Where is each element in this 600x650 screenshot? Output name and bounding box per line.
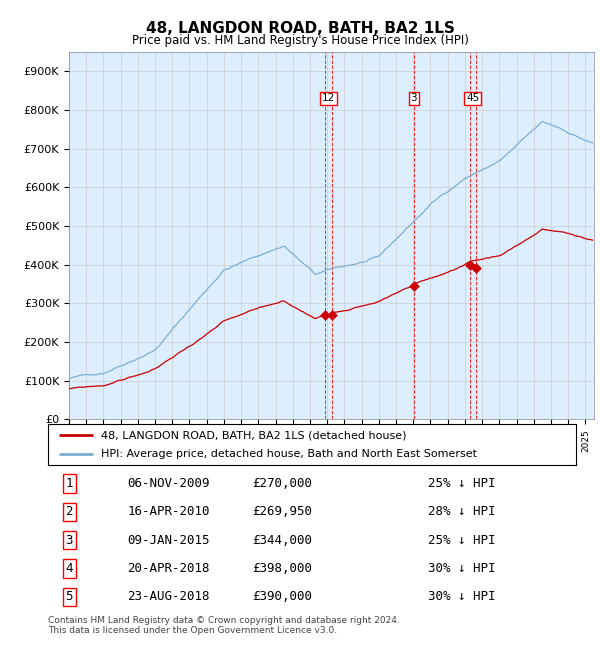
- Point: [471, 263, 481, 274]
- Text: £344,000: £344,000: [252, 534, 312, 547]
- Text: 25% ↓ HPI: 25% ↓ HPI: [428, 477, 496, 490]
- Text: 3: 3: [410, 94, 417, 103]
- Point: [328, 309, 337, 320]
- Text: £398,000: £398,000: [252, 562, 312, 575]
- Text: £390,000: £390,000: [252, 590, 312, 603]
- Text: Price paid vs. HM Land Registry's House Price Index (HPI): Price paid vs. HM Land Registry's House …: [131, 34, 469, 47]
- Text: 25% ↓ HPI: 25% ↓ HPI: [428, 534, 496, 547]
- Point: [409, 281, 419, 291]
- Point: [320, 309, 329, 320]
- Text: £269,950: £269,950: [252, 505, 312, 518]
- Text: 5: 5: [65, 590, 73, 603]
- Point: [465, 260, 475, 270]
- Text: 4: 4: [65, 562, 73, 575]
- Text: 09-JAN-2015: 09-JAN-2015: [127, 534, 210, 547]
- Text: 16-APR-2010: 16-APR-2010: [127, 505, 210, 518]
- Text: Contains HM Land Registry data © Crown copyright and database right 2024.
This d: Contains HM Land Registry data © Crown c…: [48, 616, 400, 635]
- Text: 23-AUG-2018: 23-AUG-2018: [127, 590, 210, 603]
- Text: 2: 2: [65, 505, 73, 518]
- Text: 45: 45: [466, 94, 479, 103]
- Text: 12: 12: [322, 94, 335, 103]
- Text: 48, LANGDON ROAD, BATH, BA2 1LS: 48, LANGDON ROAD, BATH, BA2 1LS: [146, 21, 454, 36]
- Text: 06-NOV-2009: 06-NOV-2009: [127, 477, 210, 490]
- Text: 20-APR-2018: 20-APR-2018: [127, 562, 210, 575]
- Text: 30% ↓ HPI: 30% ↓ HPI: [428, 562, 496, 575]
- Text: £270,000: £270,000: [252, 477, 312, 490]
- Text: 3: 3: [65, 534, 73, 547]
- Text: 48, LANGDON ROAD, BATH, BA2 1LS (detached house): 48, LANGDON ROAD, BATH, BA2 1LS (detache…: [101, 430, 406, 440]
- Text: 30% ↓ HPI: 30% ↓ HPI: [428, 590, 496, 603]
- Text: HPI: Average price, detached house, Bath and North East Somerset: HPI: Average price, detached house, Bath…: [101, 449, 477, 459]
- Text: 1: 1: [65, 477, 73, 490]
- Text: 28% ↓ HPI: 28% ↓ HPI: [428, 505, 496, 518]
